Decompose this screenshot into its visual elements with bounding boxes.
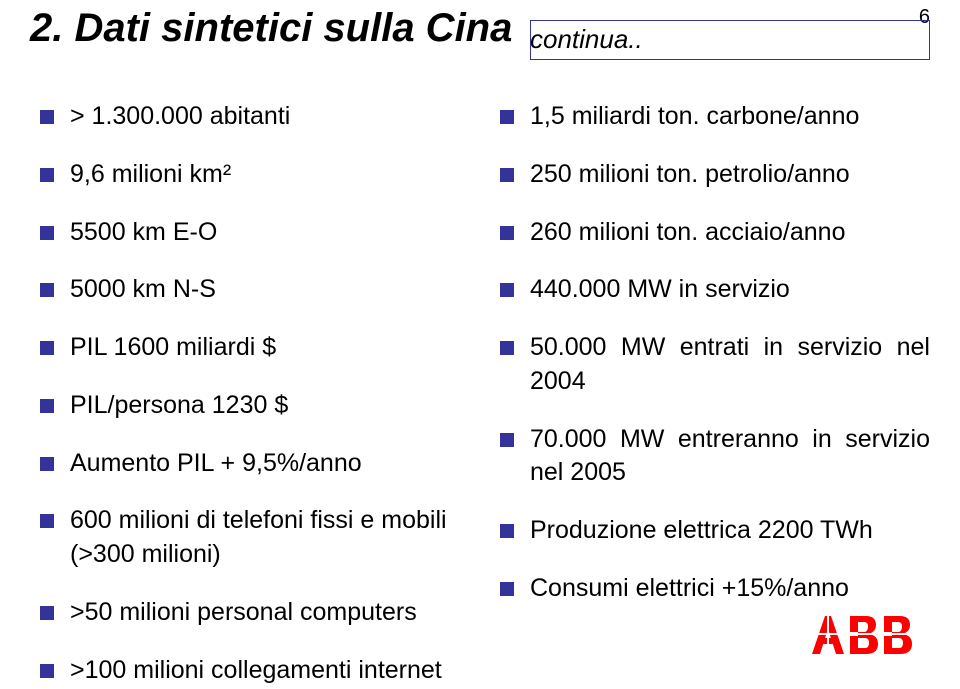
continua-label: continua.. [530,24,643,55]
list-item: Consumi elettrici +15%/anno [500,572,930,606]
list-item-text: 5500 km E-O [70,216,470,250]
list-item-text: Aumento PIL + 9,5%/anno [70,447,470,481]
list-item-text: 5000 km N-S [70,273,470,307]
list-item: 5000 km N-S [40,273,470,307]
list-item: 70.000 MW entreranno in servizio nel 200… [500,423,930,491]
bullet-icon [40,399,54,413]
bullet-icon [500,433,514,447]
bullet-icon [40,341,54,355]
bullet-icon [40,664,54,678]
bullet-icon [500,226,514,240]
list-item-text: 70.000 MW entreranno in servizio nel 200… [530,423,930,491]
list-item: > 1.300.000 abitanti [40,100,470,134]
list-item-text: 440.000 MW in servizio [530,273,930,307]
bullet-icon [40,457,54,471]
bullet-icon [500,283,514,297]
list-item-text: 50.000 MW entrati in servizio nel 2004 [530,331,930,399]
list-item: PIL/persona 1230 $ [40,389,470,423]
abb-logo [810,612,920,661]
bullet-icon [500,524,514,538]
bullet-icon [40,168,54,182]
list-item-text: >100 milioni collegamenti internet [70,654,470,688]
list-item: 1,5 miliardi ton. carbone/anno [500,100,930,134]
list-item: 440.000 MW in servizio [500,273,930,307]
bullet-icon [40,226,54,240]
list-item: 600 milioni di telefoni fissi e mobili (… [40,504,470,572]
bullet-icon [40,283,54,297]
list-item: Produzione elettrica 2200 TWh [500,514,930,548]
bullet-icon [500,168,514,182]
list-item-text: 600 milioni di telefoni fissi e mobili (… [70,504,470,572]
bullet-icon [40,514,54,528]
list-item: >100 milioni collegamenti internet [40,654,470,688]
list-item-text: > 1.300.000 abitanti [70,100,470,134]
list-item-text: >50 milioni personal computers [70,596,470,630]
slide: 6 2. Dati sintetici sulla Cina continua.… [0,0,960,689]
list-item: >50 milioni personal computers [40,596,470,630]
list-item: 5500 km E-O [40,216,470,250]
bullet-icon [500,341,514,355]
content-columns: > 1.300.000 abitanti 9,6 milioni km² 5500 … [40,100,930,689]
list-item-text: 1,5 miliardi ton. carbone/anno [530,100,930,134]
list-item: Aumento PIL + 9,5%/anno [40,447,470,481]
list-item-text: PIL/persona 1230 $ [70,389,470,423]
bullet-icon [40,110,54,124]
list-item: 250 milioni ton. petrolio/anno [500,158,930,192]
list-item-text: 9,6 milioni km² [70,158,470,192]
bullet-icon [40,606,54,620]
list-item: 50.000 MW entrati in servizio nel 2004 [500,331,930,399]
list-item-text: Consumi elettrici +15%/anno [530,572,930,606]
bullet-icon [500,110,514,124]
bullet-icon [500,582,514,596]
list-item: PIL 1600 miliardi $ [40,331,470,365]
page-title: 2. Dati sintetici sulla Cina [30,6,512,51]
list-item: 9,6 milioni km² [40,158,470,192]
list-item-text: 250 milioni ton. petrolio/anno [530,158,930,192]
list-item: 260 milioni ton. acciaio/anno [500,216,930,250]
list-item-text: PIL 1600 miliardi $ [70,331,470,365]
list-item-text: Produzione elettrica 2200 TWh [530,514,930,548]
right-column: 1,5 miliardi ton. carbone/anno 250 milion… [500,100,930,689]
list-item-text: 260 milioni ton. acciaio/anno [530,216,930,250]
left-column: > 1.300.000 abitanti 9,6 milioni km² 5500 … [40,100,470,689]
